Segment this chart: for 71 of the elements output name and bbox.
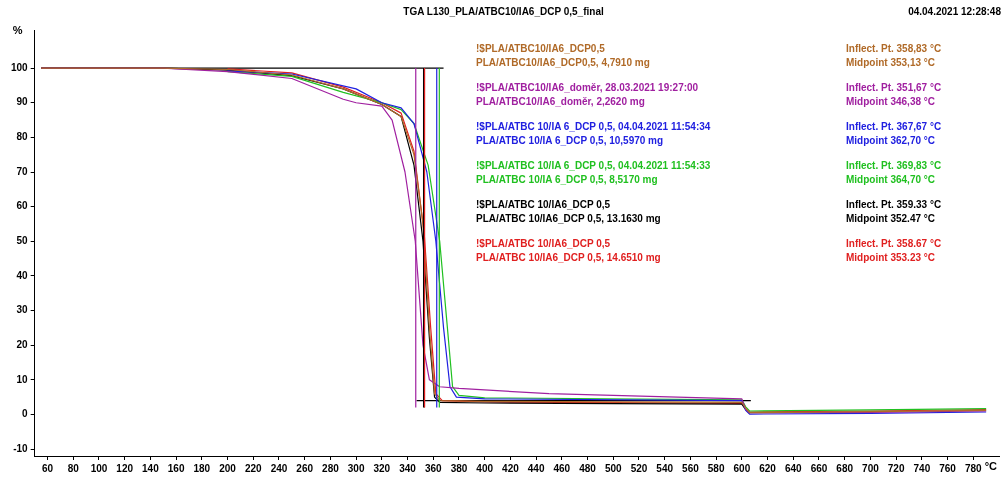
x-tick-label: 580 xyxy=(707,462,725,474)
x-tick-label: 600 xyxy=(733,462,751,474)
text: !$PLA/ATBC10/IA6_doměr, 28.03.2021 19:27:00 PLA/ATBC10/IA6_doměr, 2,2620 mg xyxy=(476,81,699,109)
y-tick-label: 0 xyxy=(22,408,29,420)
x-tick-label: 540 xyxy=(656,462,674,474)
annotation: Midpoint 362,70 °C xyxy=(846,134,936,148)
annotation: Midpoint 346,38 °C xyxy=(846,95,936,109)
annotation: Inflect. Pt. 359.33 °C xyxy=(846,198,943,212)
annotation: Midpoint 352.47 °C xyxy=(846,212,936,226)
x-tick-label: 160 xyxy=(167,462,185,474)
annotation: Inflect. Pt. 358.67 °C xyxy=(846,237,943,251)
y-tick-label: 10 xyxy=(16,373,29,385)
x-tick-label: 240 xyxy=(270,462,288,474)
y-axis-title: % xyxy=(12,24,23,36)
x-tick-label: 320 xyxy=(373,462,391,474)
y-tick-label: 50 xyxy=(16,235,29,247)
x-tick-label: 500 xyxy=(604,462,623,474)
annotation: Midpoint 353,13 °C xyxy=(846,56,936,70)
x-tick-label: 700 xyxy=(862,462,880,474)
x-tick-label: 280 xyxy=(322,462,340,474)
y-tick-label: 80 xyxy=(16,131,29,143)
x-tick-label: 400 xyxy=(476,462,494,474)
x-tick-label: 60 xyxy=(41,462,54,474)
y-tick-label: 20 xyxy=(16,338,29,350)
text: !$PLA/ATBC 10/IA 6_DCP 0,5, 04.04.2021 11:54:34 PLA/ATBC 10/IA 6_DCP 0,5, 10,5970 mg xyxy=(476,120,711,148)
x-tick-label: 100 xyxy=(90,462,108,474)
y-tick-label: 60 xyxy=(16,200,29,212)
x-tick-label: 520 xyxy=(630,462,648,474)
x-tick-label: 660 xyxy=(810,462,828,474)
x-tick-label: 200 xyxy=(219,462,237,474)
y-tick-label: 100 xyxy=(11,61,29,73)
x-tick-label: 480 xyxy=(579,462,597,474)
text: !$PLA/ATBC10/IA6_DCP0,5 PLA/ATBC10/IA6_DCP0,5, 4,7910 mg xyxy=(476,42,650,70)
x-tick-label: 420 xyxy=(502,462,520,474)
annotation: Inflect. Pt. 351,67 °C xyxy=(846,81,943,95)
x-tick-label: 140 xyxy=(142,462,160,474)
y-tick-label: -10 xyxy=(13,442,29,454)
x-tick-label: 720 xyxy=(887,462,905,474)
annotation: Inflect. Pt. 369,83 °C xyxy=(846,159,943,173)
x-tick-label: 460 xyxy=(553,462,571,474)
text: !$PLA/ATBC 10/IA6_DCP 0,5 PLA/ATBC 10/IA6_DCP 0,5, 13.1630 mg xyxy=(476,198,661,226)
annotation: Inflect. Pt. 367,67 °C xyxy=(846,120,943,134)
x-tick-label: 740 xyxy=(913,462,931,474)
text: !$PLA/ATBC 10/IA 6_DCP 0,5, 04.04.2021 11:54:33 PLA/ATBC 10/IA 6_DCP 0,5, 8,5170 mg xyxy=(476,159,711,187)
x-tick-label: 780 xyxy=(964,462,983,474)
y-tick-label: 40 xyxy=(16,269,29,281)
x-tick-label: 380 xyxy=(450,462,468,474)
x-tick-label: 360 xyxy=(424,462,443,474)
x-tick-label: 560 xyxy=(682,462,700,474)
x-tick-label: 80 xyxy=(67,462,80,474)
y-tick-label: 90 xyxy=(16,96,29,108)
x-tick-label: 640 xyxy=(784,462,803,474)
x-axis-title: °C xyxy=(984,460,998,472)
x-tick-label: 260 xyxy=(296,462,314,474)
x-tick-label: 180 xyxy=(193,462,211,474)
x-tick-label: 340 xyxy=(399,462,417,474)
y-tick-label: 70 xyxy=(16,165,29,177)
x-tick-label: 220 xyxy=(244,462,263,474)
x-tick-label: 120 xyxy=(116,462,134,474)
chart-title: TGA L130_PLA/ATBC10/IA6_DCP 0,5_final xyxy=(403,6,604,17)
x-tick-label: 680 xyxy=(836,462,854,474)
x-tick-label: 760 xyxy=(939,462,957,474)
x-tick-label: 300 xyxy=(347,462,365,474)
x-tick-label: 440 xyxy=(527,462,545,474)
text: !$PLA/ATBC 10/IA6_DCP 0,5 PLA/ATBC 10/IA6_DCP 0,5, 14.6510 mg xyxy=(476,237,661,265)
annotation: Midpoint 364,70 °C xyxy=(846,173,936,187)
chart-subtitle: 04.04.2021 12:28:48 xyxy=(908,6,1001,17)
x-tick-label: 620 xyxy=(759,462,777,474)
annotation: Inflect. Pt. 358,83 °C xyxy=(846,42,943,56)
y-tick-label: 30 xyxy=(16,304,29,316)
annotation: Midpoint 353.23 °C xyxy=(846,251,936,265)
